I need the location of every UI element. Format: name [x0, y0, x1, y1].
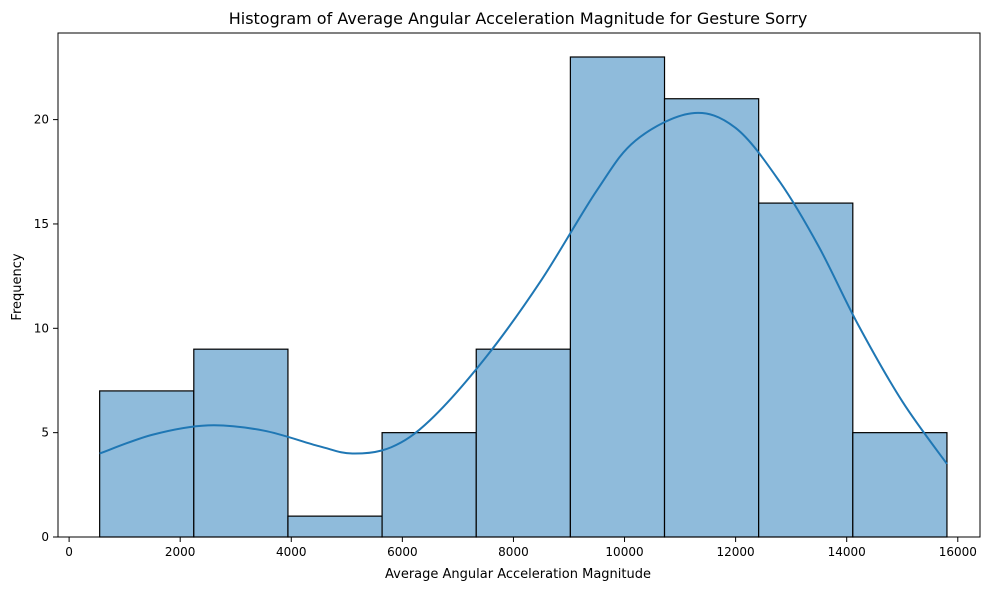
x-tick-label: 8000 — [498, 545, 529, 559]
histogram-bar — [381, 432, 477, 538]
plot-frame — [57, 32, 981, 538]
y-tick-label: 0 — [41, 530, 49, 544]
histogram-bar — [852, 432, 948, 538]
y-axis-label: Frequency — [10, 253, 25, 320]
x-tick-label: 4000 — [276, 545, 307, 559]
y-tick-label: 20 — [34, 113, 49, 127]
kde-curve — [99, 111, 948, 465]
x-axis-ticks: 0 2000 4000 6000 8000 10000 12000 14000 16000 — [65, 537, 977, 559]
histogram-bar — [758, 202, 854, 538]
x-axis-label: Average Angular Acceleration Magnitude — [385, 567, 651, 582]
y-tick-label: 5 — [41, 426, 49, 440]
x-tick-label: 10000 — [605, 545, 643, 559]
histogram-bar — [193, 348, 289, 538]
x-tick-label: 2000 — [165, 545, 196, 559]
x-tick-label: 14000 — [828, 545, 866, 559]
y-tick-label: 10 — [34, 321, 49, 335]
histogram-bar — [475, 348, 571, 538]
x-tick-label: 6000 — [387, 545, 418, 559]
x-tick-label: 16000 — [939, 545, 977, 559]
x-tick-label: 0 — [65, 545, 73, 559]
histogram-bar — [287, 515, 383, 538]
histogram-bar — [663, 98, 760, 538]
histogram-bars — [99, 56, 948, 538]
histogram-bar — [569, 56, 666, 538]
y-tick-label: 15 — [34, 217, 49, 231]
y-axis-ticks: 0 5 10 15 20 — [34, 113, 58, 544]
x-tick-label: 12000 — [717, 545, 755, 559]
histogram-bar — [99, 390, 195, 538]
chart-title: Histogram of Average Angular Acceleratio… — [229, 9, 808, 28]
